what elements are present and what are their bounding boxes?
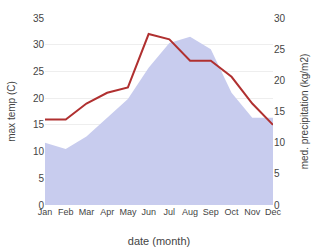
svg-text:med. precipitation (kg/m2): med. precipitation (kg/m2) bbox=[299, 54, 310, 170]
svg-text:5: 5 bbox=[38, 173, 44, 184]
svg-text:Feb: Feb bbox=[58, 207, 74, 217]
svg-text:May: May bbox=[119, 207, 137, 217]
svg-text:0: 0 bbox=[274, 200, 280, 211]
svg-text:date (month): date (month) bbox=[128, 235, 190, 247]
svg-text:0: 0 bbox=[38, 200, 44, 211]
svg-text:5: 5 bbox=[274, 168, 280, 179]
svg-text:30: 30 bbox=[33, 39, 45, 50]
svg-text:Aug: Aug bbox=[182, 207, 198, 217]
svg-text:10: 10 bbox=[33, 146, 45, 157]
svg-text:25: 25 bbox=[274, 44, 286, 55]
svg-text:20: 20 bbox=[33, 93, 45, 104]
svg-text:Nov: Nov bbox=[244, 207, 261, 217]
svg-text:Apr: Apr bbox=[100, 207, 114, 217]
svg-text:35: 35 bbox=[33, 13, 45, 24]
svg-text:Jan: Jan bbox=[38, 207, 53, 217]
svg-text:30: 30 bbox=[274, 13, 286, 24]
svg-text:Jul: Jul bbox=[164, 207, 176, 217]
svg-text:Oct: Oct bbox=[225, 207, 240, 217]
svg-text:Mar: Mar bbox=[79, 207, 95, 217]
svg-text:20: 20 bbox=[274, 75, 286, 86]
svg-text:15: 15 bbox=[274, 106, 286, 117]
svg-text:10: 10 bbox=[274, 137, 286, 148]
svg-text:15: 15 bbox=[33, 119, 45, 130]
svg-text:25: 25 bbox=[33, 66, 45, 77]
svg-text:Sep: Sep bbox=[203, 207, 219, 217]
svg-text:max temp (C): max temp (C) bbox=[6, 81, 17, 142]
svg-text:Jun: Jun bbox=[141, 207, 156, 217]
svg-text:Dec: Dec bbox=[265, 207, 282, 217]
